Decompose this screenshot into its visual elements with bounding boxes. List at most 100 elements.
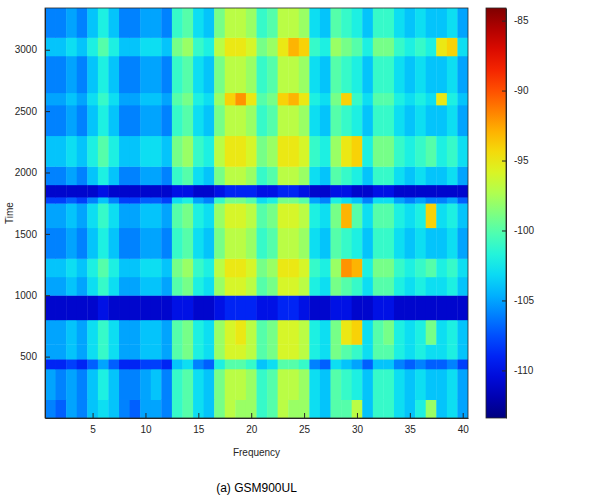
- cell: [405, 197, 416, 204]
- cell: [426, 320, 437, 345]
- cell: [257, 197, 268, 204]
- cell: [87, 197, 98, 204]
- cell: [288, 105, 299, 136]
- cell: [457, 197, 468, 204]
- cell: [172, 136, 183, 167]
- tick-mark: [357, 413, 358, 418]
- cell: [225, 228, 236, 259]
- cell: [394, 166, 405, 185]
- cell: [119, 105, 130, 136]
- cell: [87, 258, 98, 277]
- cell: [394, 344, 405, 359]
- cell: [288, 369, 299, 400]
- cell: [373, 277, 384, 296]
- cell: [373, 105, 384, 136]
- cell: [77, 228, 88, 259]
- cell: [140, 105, 151, 136]
- cell: [278, 8, 289, 38]
- cell: [447, 344, 458, 359]
- cell: [288, 185, 299, 198]
- cell: [415, 8, 426, 38]
- cell: [214, 203, 225, 228]
- cell: [246, 8, 257, 38]
- cell: [151, 136, 162, 167]
- cell: [214, 105, 225, 136]
- cell: [331, 56, 342, 93]
- cell: [119, 136, 130, 167]
- cell: [331, 136, 342, 167]
- cell: [436, 8, 447, 38]
- cell: [182, 203, 193, 228]
- cell: [182, 369, 193, 400]
- cell: [426, 185, 437, 198]
- cell: [151, 277, 162, 296]
- cell: [235, 344, 246, 359]
- cell: [352, 8, 363, 38]
- cell: [352, 56, 363, 93]
- cell: [447, 228, 458, 259]
- cell: [193, 258, 204, 277]
- cell: [193, 197, 204, 204]
- cell: [246, 400, 257, 418]
- tick-label: 20: [246, 424, 258, 435]
- tick-mark: [45, 357, 50, 358]
- cell: [436, 277, 447, 296]
- cell: [246, 320, 257, 345]
- cell: [267, 37, 278, 56]
- cell: [204, 56, 215, 93]
- tick-mark: [502, 21, 506, 22]
- cell: [182, 228, 193, 259]
- cell: [405, 105, 416, 136]
- cell: [225, 258, 236, 277]
- cell: [182, 166, 193, 185]
- cell: [161, 105, 172, 136]
- cell: [309, 277, 320, 296]
- cell: [299, 344, 310, 359]
- cell: [299, 277, 310, 296]
- cell: [108, 258, 119, 277]
- cell: [436, 37, 447, 56]
- cell: [436, 105, 447, 136]
- cell: [246, 93, 257, 106]
- cell: [214, 344, 225, 359]
- cell: [426, 105, 437, 136]
- cell: [299, 56, 310, 93]
- cell: [87, 344, 98, 359]
- cell: [182, 320, 193, 345]
- cell: [66, 320, 77, 345]
- cell: [130, 228, 141, 259]
- cell: [172, 197, 183, 204]
- cell: [119, 295, 130, 320]
- cell: [288, 56, 299, 93]
- cell: [77, 277, 88, 296]
- cell: [108, 277, 119, 296]
- cell: [77, 8, 88, 38]
- cell: [457, 359, 468, 369]
- cell: [436, 203, 447, 228]
- cell: [130, 320, 141, 345]
- cell: [447, 369, 458, 400]
- cell: [161, 37, 172, 56]
- cell: [457, 320, 468, 345]
- cell: [161, 400, 172, 418]
- tick-label: 2000: [15, 167, 38, 178]
- cell: [352, 228, 363, 259]
- cell: [87, 320, 98, 345]
- cell: [172, 8, 183, 38]
- tick-label: 40: [458, 424, 470, 435]
- cell: [235, 295, 246, 320]
- cell: [362, 197, 373, 204]
- cell: [257, 277, 268, 296]
- cell: [341, 320, 352, 345]
- cell: [257, 37, 268, 56]
- cell: [299, 105, 310, 136]
- cell: [225, 197, 236, 204]
- cell: [426, 56, 437, 93]
- tick-mark: [410, 413, 411, 418]
- cell: [415, 197, 426, 204]
- cell: [320, 369, 331, 400]
- cell: [299, 166, 310, 185]
- cell: [383, 197, 394, 204]
- cell: [426, 8, 437, 38]
- cell: [225, 295, 236, 320]
